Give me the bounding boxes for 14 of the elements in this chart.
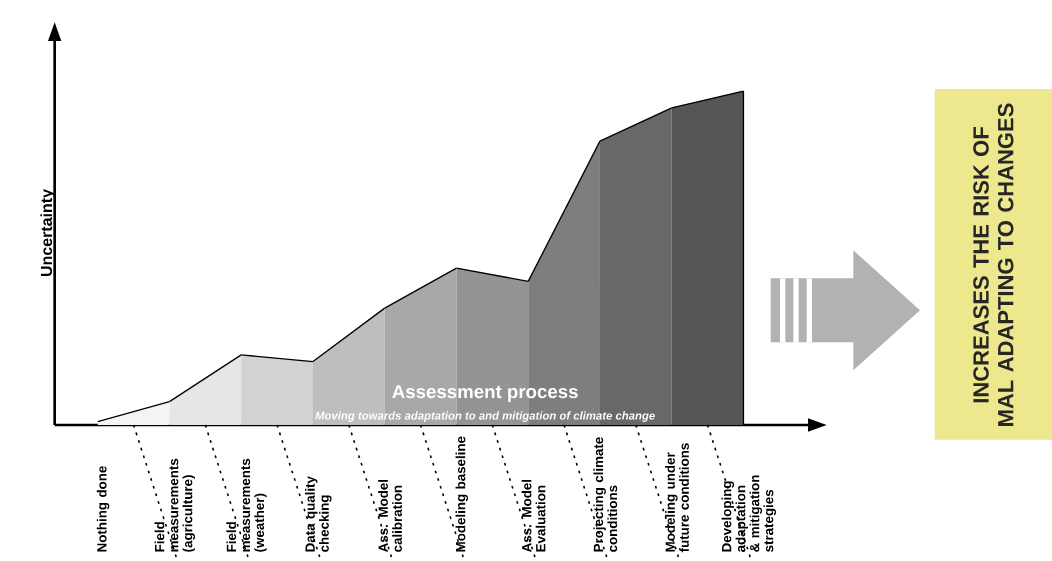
x-tick-label: Ass. Model calibration bbox=[378, 479, 402, 553]
annotation: Assessment process bbox=[392, 385, 578, 402]
x-tick-label: Projecting climate conditions bbox=[593, 437, 618, 552]
y-axis-title: Uncertainty bbox=[40, 189, 56, 277]
x-tick-label: Modeling under future conditions bbox=[665, 443, 689, 553]
x-tick-label: Data quality checking bbox=[305, 476, 332, 552]
x-tick-label: Field measurements (agriculture) bbox=[154, 458, 196, 552]
x-tick-label: Nothing done bbox=[96, 466, 110, 552]
x-tick-label: Developing adaptation & mitigation strategies bbox=[721, 475, 777, 552]
x-tick-label: Modeling baseline bbox=[455, 436, 469, 552]
annotation: Moving towards adaptation to and mitigation of climate change bbox=[315, 411, 655, 422]
text: INCREASES THE RISK OF MAL ADAPTING TO CHANGES bbox=[973, 103, 1014, 426]
x-tick-label: Field measurements (weather) bbox=[226, 458, 267, 552]
x-tick-label: Ass. Model Evaluation bbox=[521, 479, 546, 553]
